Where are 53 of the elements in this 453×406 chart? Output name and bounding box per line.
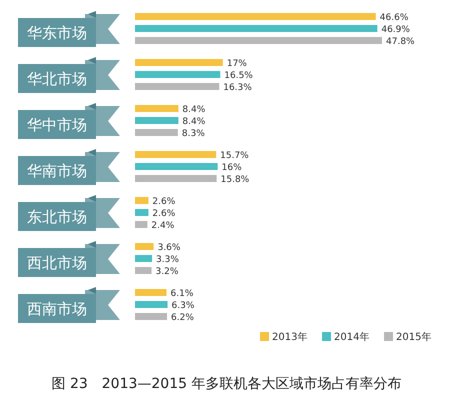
data-label: 15.7% (220, 151, 250, 161)
legend-label: 2014年 (334, 331, 370, 343)
bar (135, 301, 168, 308)
bar (135, 59, 223, 66)
text: 图 23 2013—2015 年多联机各大区域市场占有率分布 (52, 376, 402, 392)
bar (135, 289, 167, 296)
y-tick-label: 东北市场 (27, 208, 87, 226)
y-tick-label: 华东市场 (27, 24, 87, 42)
bar (135, 13, 376, 20)
bar (135, 37, 382, 44)
data-label: 17% (226, 59, 248, 69)
bar (135, 129, 178, 136)
bar (135, 243, 154, 250)
y-tick-label: 华中市场 (27, 116, 87, 134)
data-label: 15.8% (220, 175, 250, 185)
legend-label: 2015年 (396, 331, 432, 343)
data-label: 8.4% (182, 105, 206, 115)
legend-label: 2013年 (272, 331, 308, 343)
bar (135, 105, 178, 112)
data-label: 2.4% (151, 221, 175, 231)
bar (135, 267, 152, 274)
data-label: 47.8% (386, 37, 416, 47)
data-label: 46.9% (381, 25, 410, 35)
data-label: 2.6% (152, 197, 176, 207)
bar (135, 117, 178, 124)
bar (135, 71, 220, 78)
data-label: 8.4% (182, 117, 206, 127)
bar (135, 25, 378, 32)
y-tick-label: 西北市场 (27, 254, 87, 272)
data-label: 3.2% (156, 267, 179, 277)
bar (135, 151, 216, 158)
data-label: 6.3% (172, 301, 195, 311)
data-label: 8.3% (182, 129, 206, 139)
bar (135, 255, 152, 262)
data-label: 2.6% (152, 209, 176, 219)
data-label: 46.6% (380, 13, 409, 23)
y-tick-label: 华南市场 (27, 162, 87, 180)
y-tick-label: 西南市场 (27, 300, 87, 318)
bar (135, 163, 218, 170)
y-tick-label: 华北市场 (27, 70, 87, 88)
data-label: 16% (222, 163, 242, 173)
data-label: 6.1% (170, 289, 194, 299)
bar (135, 83, 220, 90)
bar (135, 221, 148, 228)
data-label: 16.5% (224, 71, 254, 81)
bar (135, 197, 148, 204)
bar (135, 209, 148, 216)
bar (135, 313, 168, 320)
data-label: 3.6% (158, 243, 181, 253)
data-label: 16.3% (223, 83, 252, 93)
bar (135, 175, 217, 182)
data-label: 6.2% (171, 313, 194, 323)
data-label: 3.3% (156, 255, 180, 265)
